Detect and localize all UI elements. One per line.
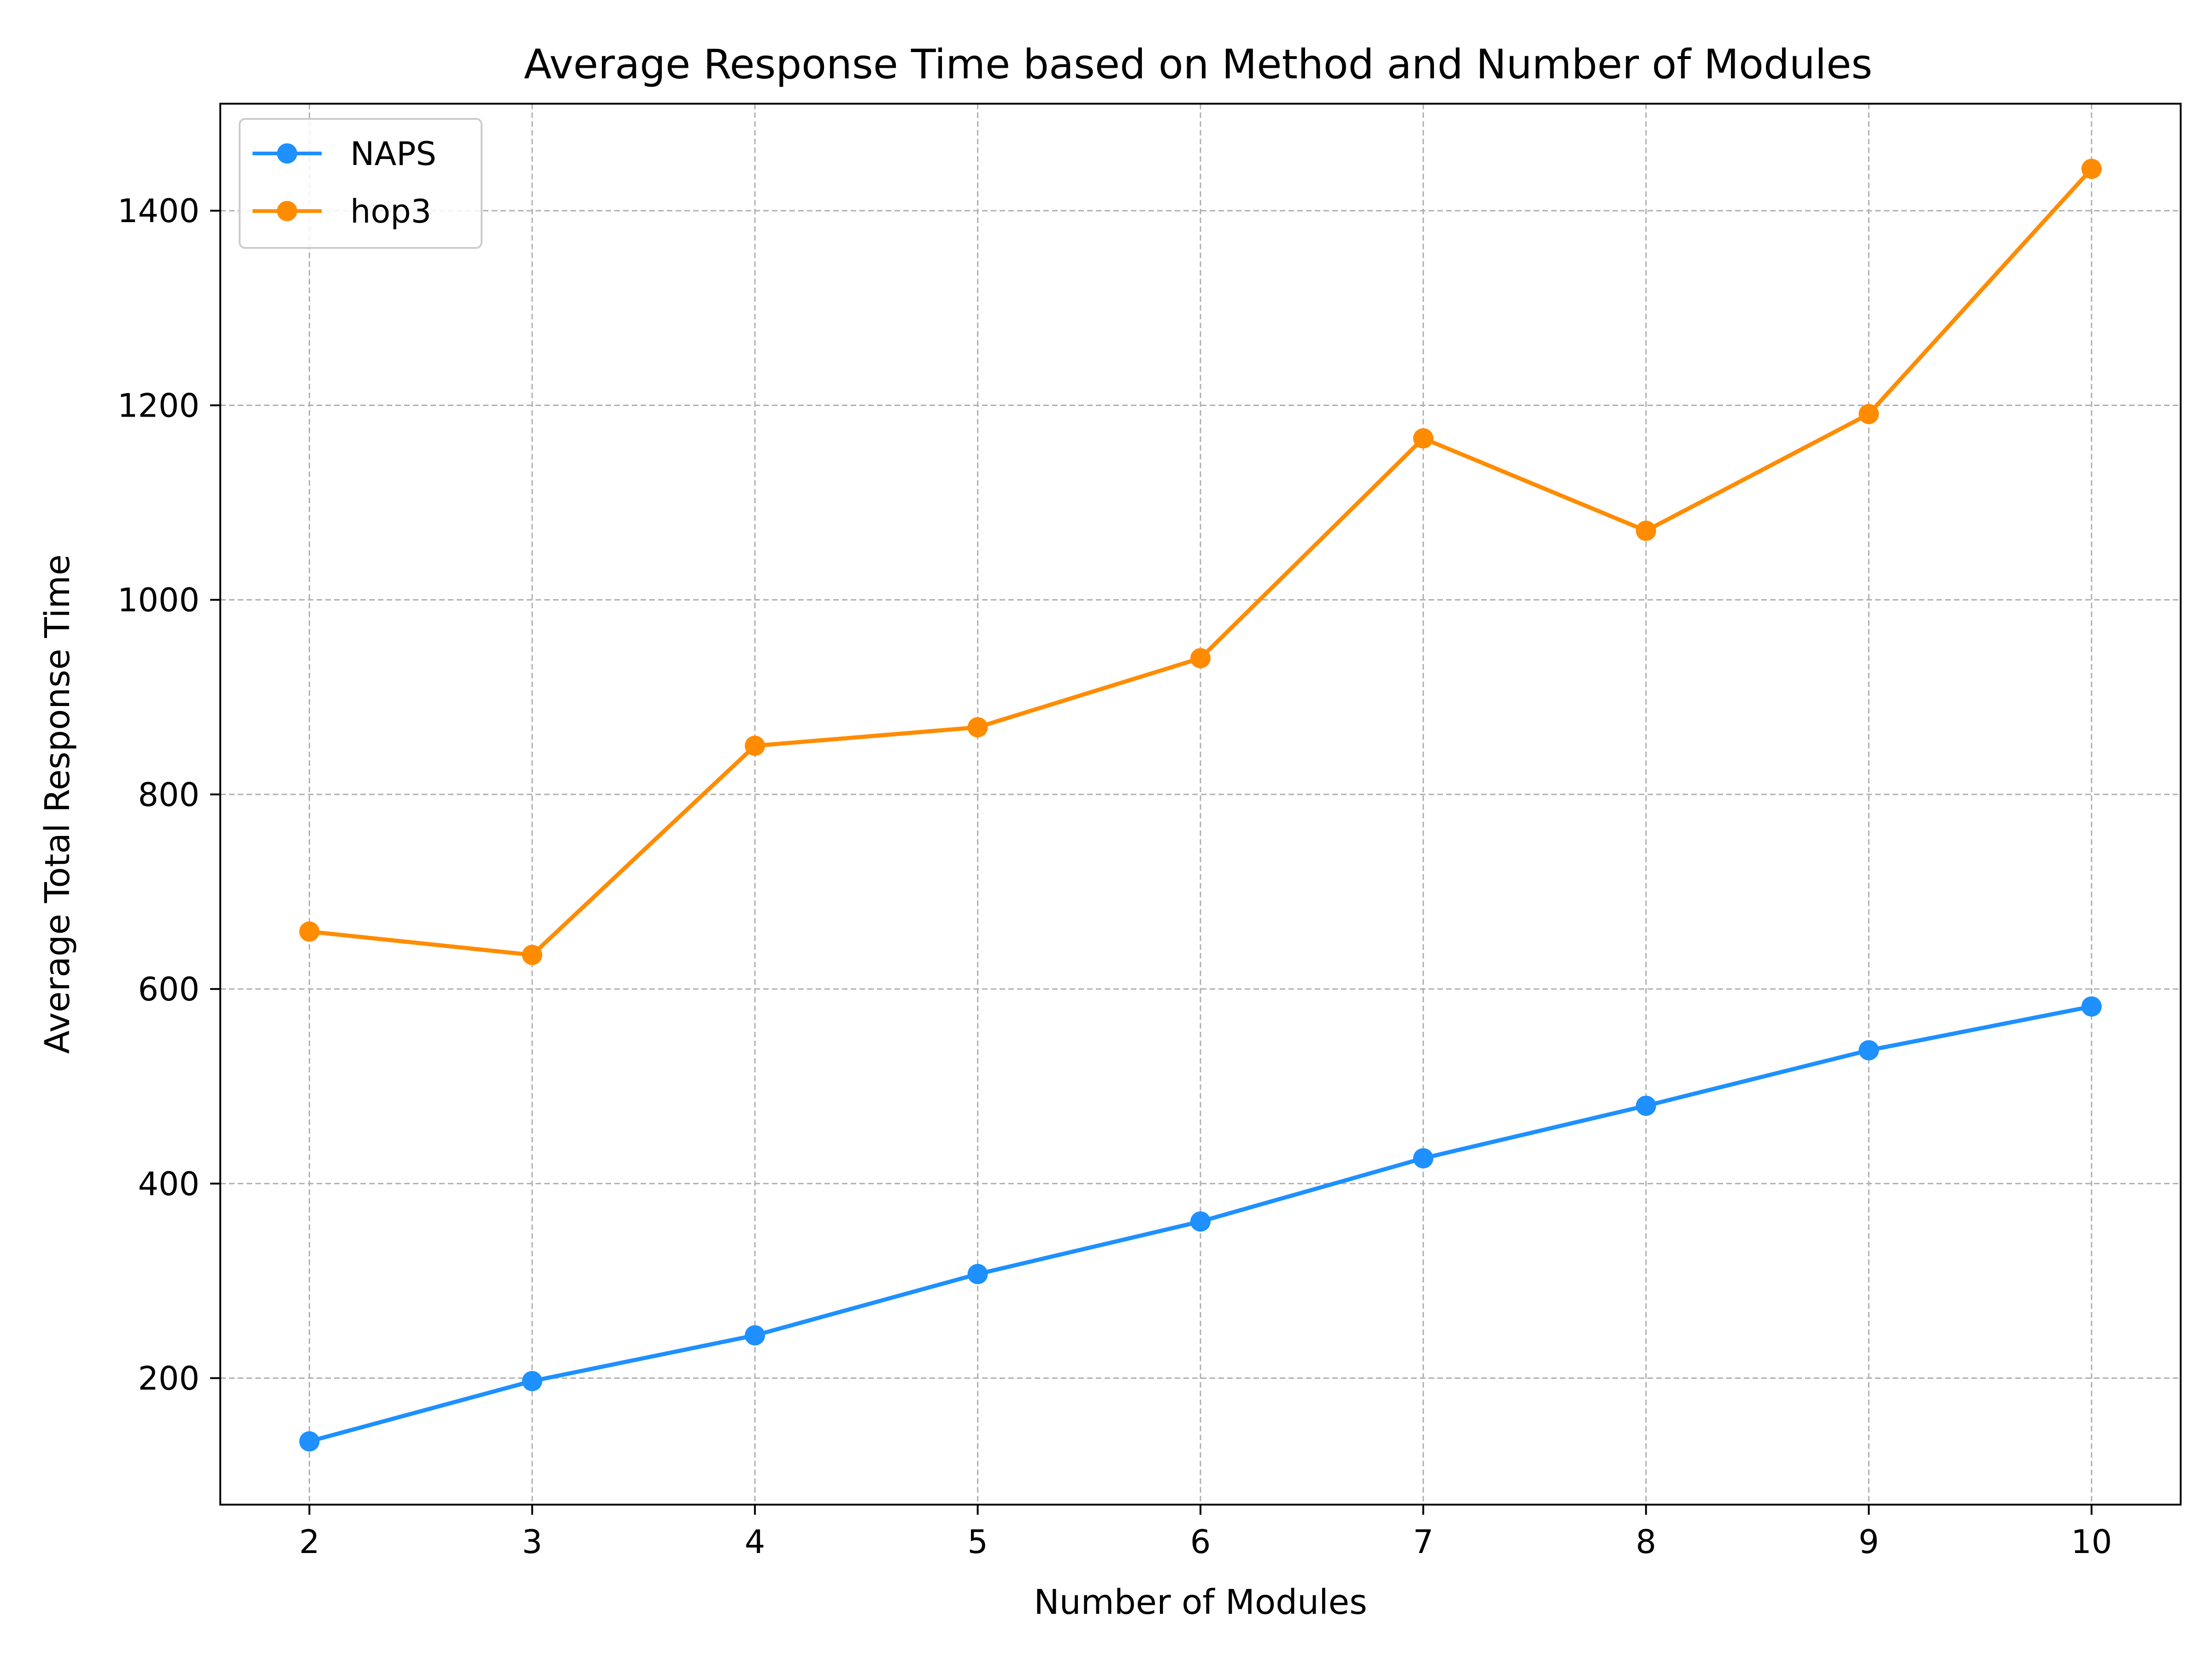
x-tick-label: 3: [522, 1523, 542, 1561]
y-tick-label: 200: [138, 1360, 200, 1398]
data-point-naps: [745, 1325, 765, 1346]
data-point-naps: [1635, 1095, 1656, 1116]
x-tick-label: 4: [745, 1523, 765, 1561]
data-point-hop3: [1635, 520, 1656, 541]
x-tick-label: 9: [1859, 1523, 1879, 1561]
axis-ticks: 2 3 4 5 6 7 8 9 10 200 400 600 800 1000 1200 1400: [118, 192, 2112, 1561]
data-point-naps: [967, 1264, 988, 1284]
y-tick-label: 800: [138, 776, 200, 814]
legend-marker-naps: [277, 143, 297, 164]
y-tick-label: 1400: [118, 192, 200, 230]
x-axis-label: Number of Modules: [1034, 1583, 1367, 1622]
y-tick-label: 1000: [118, 582, 200, 619]
chart-title: Average Response Time based on Method an…: [524, 41, 1872, 88]
x-tick-label: 5: [967, 1523, 988, 1561]
data-point-hop3: [1190, 648, 1211, 669]
data-point-hop3: [299, 921, 320, 942]
data-point-naps: [1190, 1211, 1211, 1232]
legend-label-hop3: hop3: [350, 193, 431, 230]
data-point-hop3: [2081, 159, 2102, 179]
data-point-hop3: [1859, 404, 1879, 424]
series-layer: [299, 159, 2102, 1452]
data-point-hop3: [745, 735, 765, 756]
legend-label-naps: NAPS: [350, 135, 436, 173]
data-point-hop3: [1413, 428, 1434, 449]
legend: NAPS hop3: [239, 118, 482, 249]
legend-marker-hop3: [277, 201, 297, 221]
y-tick-label: 1200: [118, 387, 200, 424]
y-tick-label: 600: [138, 971, 200, 1008]
x-tick-label: 8: [1636, 1523, 1657, 1561]
data-point-hop3: [522, 945, 542, 965]
y-tick-label: 400: [138, 1165, 200, 1203]
x-tick-label: 7: [1413, 1523, 1434, 1561]
data-point-naps: [2081, 996, 2102, 1017]
y-axis-label: Average Total Response Time: [38, 554, 77, 1054]
data-point-naps: [1859, 1040, 1879, 1061]
x-tick-label: 2: [299, 1523, 320, 1561]
data-point-hop3: [967, 717, 988, 738]
data-point-naps: [299, 1431, 320, 1452]
x-tick-label: 10: [2071, 1523, 2112, 1561]
data-point-naps: [1413, 1148, 1434, 1169]
legend-frame: [239, 118, 482, 249]
data-point-naps: [522, 1371, 542, 1391]
x-tick-label: 6: [1190, 1523, 1211, 1561]
